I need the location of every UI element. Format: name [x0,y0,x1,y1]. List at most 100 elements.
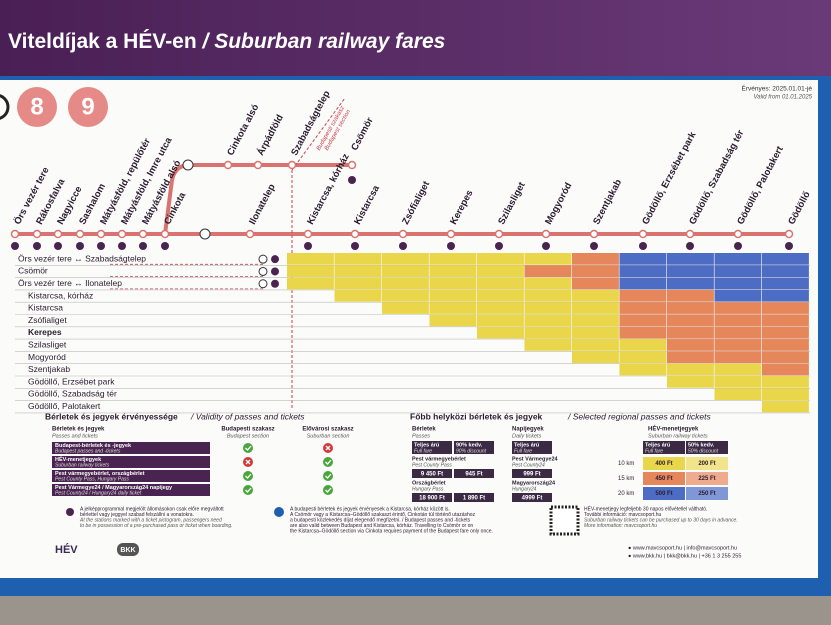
ticket-icon [351,242,359,250]
info-icon [274,507,284,517]
fare-cell [714,277,762,290]
ticket-name: Magyarország24 [512,480,556,486]
fare-head-en: Full fare [414,448,432,454]
station [253,160,263,170]
col-head: Bérletek [412,427,436,433]
ticket-icon [139,242,147,250]
fare-head-en: Full fare [645,448,663,454]
station [733,229,743,239]
station [446,229,456,239]
icon-glyph [325,473,332,479]
fare-cell [667,289,714,302]
station [138,229,148,239]
pass-bar [52,456,210,468]
fare-cell [524,302,572,314]
station [53,229,63,239]
fare-cell [382,289,429,302]
pass-name-en: Pest County Pass, Hungary Pass [55,476,129,482]
fare-head-en: 90% discount [456,448,487,454]
note-icon [66,508,74,516]
station [784,229,794,239]
station [541,229,551,239]
ticket-icon [97,242,105,250]
line-badge-edge [0,94,10,120]
fare-cell [429,289,477,302]
fare-head-en: Full fare [514,448,532,454]
ticket-icon [54,242,62,250]
row-label: Gödöllő, Erzsébet park [28,376,115,386]
icon-glyph [325,487,332,493]
row-label: Kerepes [28,327,62,337]
logo-hev: HÉV [55,543,78,556]
valid-en: Valid from 01.01.2025 [754,95,813,101]
fare-cell [762,388,809,400]
title-hu: Viteldíjak a HÉV-en [8,30,197,53]
pass-name-en: Budapest passes and -tickets [55,448,121,454]
price-box [412,469,452,478]
note-text: Suburban railway tickets can be purchase… [584,518,738,524]
pass-bar [52,470,210,482]
price: 450 Ft [655,476,672,482]
logo-bkk-box [117,543,139,556]
distance: 20 km [618,491,634,497]
line-badge [17,87,57,127]
ticket-icon [33,242,41,250]
section-title-en: / Validity of passes and tickets [190,411,305,421]
ticket-name: Országbérlet [412,480,446,486]
ticket-icon [271,267,279,276]
qr-code [549,505,580,536]
ticket-name: Pest vármegyebérlet [412,456,466,462]
fare-head-text: Teljes árú [645,442,670,448]
note-text: At the stations marked with a ticket pic… [79,518,222,524]
fare-cell [382,253,429,265]
fare-cell [619,326,667,339]
pass-bar [52,442,210,454]
price-box [686,457,728,470]
ticket-icon [348,176,356,184]
fare-cell [524,326,572,339]
station [287,160,297,170]
ticket-icon [542,242,550,250]
fare-cell [524,253,572,265]
fare-cell [477,314,524,327]
fare-head-text: 50% kedv. [688,442,715,448]
fare-cell [429,302,477,314]
pass-bar [52,484,210,496]
row-label: Zsófialiget [28,315,67,325]
fare-cell [714,265,762,277]
ticket-name-en: Hungary Pass [412,486,444,492]
price-box [686,472,728,485]
row-label: Gödöllő, Palotakert [28,401,101,411]
fare-cell [762,302,809,314]
valid-hu: Érvényes: 2025.01.01-jé [742,84,813,93]
logo-bkk: BKK [120,547,135,554]
ticket-icon [271,279,279,288]
fare-cell [667,253,714,265]
note-text: a budapesti közlekedés díjat elegendő me… [290,518,471,524]
price-box [643,487,685,500]
note-text: More information: mavcsoport.hu [584,523,657,529]
title-en: Suburban railway fares [214,30,445,53]
price-box [412,493,452,502]
fare-cell [334,265,382,277]
fare-cell [762,376,809,388]
metro-icon [258,254,268,264]
fare-cell [667,314,714,327]
fare-cell [714,326,762,339]
ticket-icon [639,242,647,250]
fare-cell [762,351,809,364]
fare-cell [714,339,762,351]
fare-cell [619,339,667,351]
fare-cell [477,277,524,290]
title-sep: / [197,30,215,53]
fare-cell [619,302,667,314]
fare-cell [619,253,667,265]
header-band [0,0,831,82]
price: 4999 Ft [522,496,543,502]
fare-cell [429,253,477,265]
fare-cell [429,314,477,327]
ticket-icon [686,242,694,250]
price: 400 Ft [655,461,672,467]
price-box [512,469,552,478]
row-label: Örs vezér tere ↔ Szabadságtelep [18,253,146,263]
